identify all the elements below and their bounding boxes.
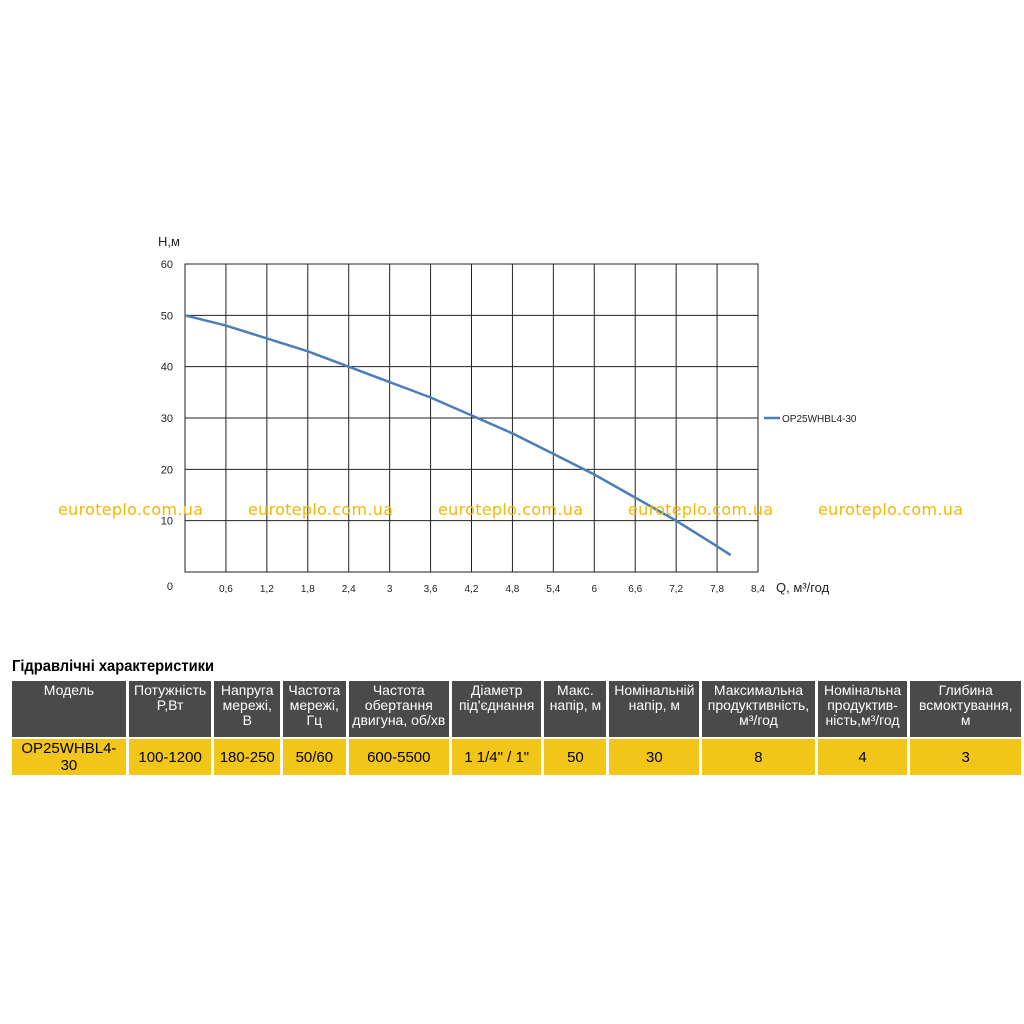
table-cell: 600-5500 (348, 739, 449, 775)
header-line: Напруга (220, 682, 274, 698)
table-header-cell: Макс. напір, м (544, 681, 607, 737)
watermark-text: euroteplo.com.ua (58, 500, 204, 519)
table-cell: 100-1200 (128, 739, 212, 775)
series-line (184, 314, 732, 557)
header-line: Номінальній (614, 682, 695, 698)
header-line: двигуна, об/хв (352, 712, 446, 728)
x-tick-label: 3 (387, 584, 393, 595)
table-cell: 50 (544, 739, 607, 775)
header-line: Частота (372, 682, 425, 698)
header-line: напір, м (628, 697, 681, 713)
header-line: Номінальна (823, 682, 902, 698)
chart-legend: OP25WHBL4-30 (764, 414, 857, 425)
header-line: продуктивність, (707, 697, 810, 713)
header-line: Глибина (938, 682, 993, 698)
watermark-text: euroteplo.com.ua (628, 500, 774, 519)
header-line: мережі, (289, 697, 339, 713)
chart-grid (184, 263, 759, 573)
table-header-cell: Номінальна продуктив-ність,м³/год (817, 681, 908, 737)
table-header-cell: Частота мережі, Гц (283, 681, 346, 737)
header-line: обертання (364, 697, 433, 713)
header-line: мережі, (222, 697, 272, 713)
header-line: м³/год (739, 712, 778, 728)
x-tick-label: 2,4 (342, 584, 356, 595)
table-header-cell: Модель (12, 681, 126, 737)
table-cell: 180-250 (214, 739, 281, 775)
y-tick-label: 0 (167, 581, 173, 593)
y-axis-label: H,м (158, 234, 180, 249)
legend-label: OP25WHBL4-30 (782, 414, 857, 425)
table-cell: 4 (817, 739, 908, 775)
header-line: ність,м³/год (825, 712, 900, 728)
section-title: Гідравлічні характеристики (12, 658, 215, 675)
table-cell: 8 (702, 739, 815, 775)
x-axis-label: Q, м³/год (776, 580, 830, 595)
x-tick-label: 8,4 (751, 584, 765, 595)
table-header-cell: Частота обертання двигуна, об/хв (348, 681, 449, 737)
table-cell: 30 (609, 739, 700, 775)
header-line: В (242, 712, 252, 728)
y-tick-label: 10 (161, 516, 173, 528)
table-cell: 50/60 (283, 739, 346, 775)
x-tick-label: 4,8 (505, 584, 519, 595)
header-line: Макс. (557, 682, 594, 698)
x-tick-label: 1,8 (301, 584, 315, 595)
watermark-text: euroteplo.com.ua (248, 500, 394, 519)
x-tick-label: 7,2 (669, 584, 683, 595)
x-tick-label: 1,2 (260, 584, 274, 595)
table-header-cell: Максимальна продуктивність, м³/год (702, 681, 815, 737)
table-header-cell: Напруга мережі, В (214, 681, 281, 737)
spec-table: Модель Потужність P,Вт Напруга мережі, В Часто… (9, 679, 1024, 777)
x-tick-label: 4,2 (465, 584, 479, 595)
x-tick-label: 6 (592, 584, 598, 595)
watermark-text: euroteplo.com.ua (438, 500, 584, 519)
y-tick-label: 50 (161, 310, 173, 322)
chart-series (184, 314, 732, 557)
header-line: Максимальна (713, 682, 803, 698)
header-line: Потужність (134, 682, 207, 698)
table-header-cell: Номінальній напір, м (609, 681, 700, 737)
x-tick-label: 3,6 (424, 584, 438, 595)
table-header-row: Модель Потужність P,Вт Напруга мережі, В Часто… (12, 681, 1021, 737)
table-cell: OP25WHBL4-30 (12, 739, 126, 775)
header-line: P,Вт (156, 697, 184, 713)
table-header-cell: Глибина всмоктування, м (910, 681, 1021, 737)
y-tick-label: 30 (161, 413, 173, 425)
chart-axes: 0,6 1,2 1,8 2,4 3 3,6 4,2 4,8 5,4 6 6,6 7,2 7,8 8,4 0 1… (158, 234, 830, 595)
table-cell: 1 1/4" / 1" (451, 739, 542, 775)
x-tick-label: 0,6 (219, 584, 233, 595)
y-tick-label: 60 (161, 259, 173, 271)
y-tick-label: 40 (161, 362, 173, 374)
header-line: Гц (306, 712, 323, 728)
header-line: під'єднання (458, 697, 535, 713)
header-line: Модель (43, 682, 95, 698)
header-line: Діаметр (470, 682, 523, 698)
watermark-text: euroteplo.com.ua (818, 500, 964, 519)
y-tick-label: 20 (161, 464, 173, 476)
x-tick-label: 7,8 (710, 584, 724, 595)
table-row: OP25WHBL4-30 100-1200 180-250 50/60 600-5500… (12, 739, 1021, 775)
header-line: продуктив- (827, 697, 898, 713)
header-line: Частота (288, 682, 341, 698)
pump-curve-chart: 0,6 1,2 1,8 2,4 3 3,6 4,2 4,8 5,4 6 6,6 7,2 7,8 8,4 0 1… (158, 234, 857, 595)
header-line: напір, м (549, 697, 602, 713)
table-header-cell: Діаметр під'єднання (451, 681, 542, 737)
table-cell: 3 (910, 739, 1021, 775)
table-header-cell: Потужність P,Вт (128, 681, 212, 737)
header-line: всмоктування, (918, 697, 1013, 713)
header-line: м (960, 712, 971, 728)
x-tick-label: 6,6 (628, 584, 642, 595)
x-tick-label: 5,4 (546, 584, 560, 595)
